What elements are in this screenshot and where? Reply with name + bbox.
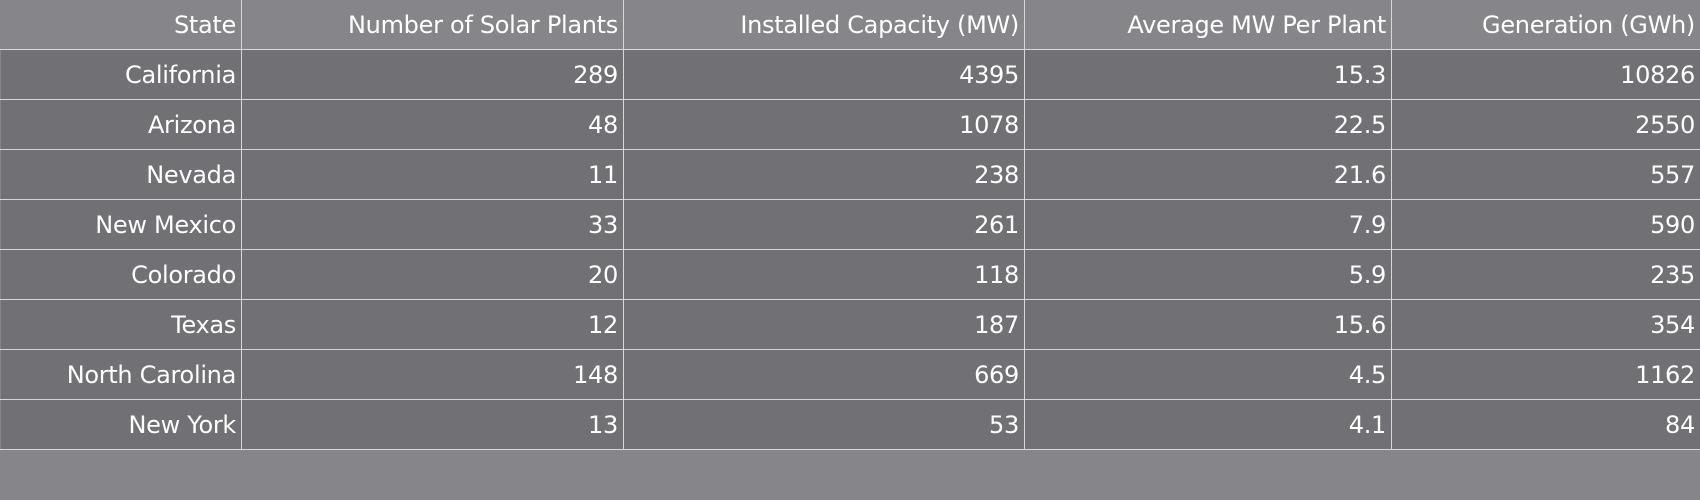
cell-installed-capacity: 187 — [623, 299, 1025, 350]
cell-state: Colorado — [0, 249, 242, 300]
cell-generation: 557 — [1391, 149, 1700, 200]
cell-installed-capacity: 261 — [623, 199, 1025, 250]
table-row: Nevada 11 238 21.6 557 — [0, 149, 1700, 200]
table-row: New Mexico 33 261 7.9 590 — [0, 199, 1700, 250]
cell-state: New York — [0, 399, 242, 450]
cell-generation: 84 — [1391, 399, 1700, 450]
cell-state: California — [0, 49, 242, 100]
header-cell-generation: Generation (GWh) — [1391, 0, 1700, 50]
header-cell-number-of-solar-plants: Number of Solar Plants — [241, 0, 624, 50]
cell-average-mw-per-plant: 15.3 — [1024, 49, 1392, 100]
cell-number-of-solar-plants: 11 — [241, 149, 624, 200]
cell-installed-capacity: 118 — [623, 249, 1025, 300]
table-row: Colorado 20 118 5.9 235 — [0, 249, 1700, 300]
table-row: North Carolina 148 669 4.5 1162 — [0, 349, 1700, 400]
cell-generation: 10826 — [1391, 49, 1700, 100]
cell-number-of-solar-plants: 289 — [241, 49, 624, 100]
cell-average-mw-per-plant: 4.5 — [1024, 349, 1392, 400]
cell-state: New Mexico — [0, 199, 242, 250]
cell-installed-capacity: 669 — [623, 349, 1025, 400]
cell-installed-capacity: 238 — [623, 149, 1025, 200]
solar-plants-table: State Number of Solar Plants Installed C… — [0, 0, 1700, 450]
cell-state: North Carolina — [0, 349, 242, 400]
cell-generation: 590 — [1391, 199, 1700, 250]
cell-number-of-solar-plants: 13 — [241, 399, 624, 450]
cell-number-of-solar-plants: 48 — [241, 99, 624, 150]
cell-generation: 235 — [1391, 249, 1700, 300]
cell-state: Arizona — [0, 99, 242, 150]
table-row: Texas 12 187 15.6 354 — [0, 299, 1700, 350]
cell-average-mw-per-plant: 5.9 — [1024, 249, 1392, 300]
cell-number-of-solar-plants: 12 — [241, 299, 624, 350]
cell-state: Nevada — [0, 149, 242, 200]
table-body: California 289 4395 15.3 10826 Arizona 48 1078 2… — [0, 49, 1700, 450]
cell-generation: 1162 — [1391, 349, 1700, 400]
cell-average-mw-per-plant: 7.9 — [1024, 199, 1392, 250]
cell-number-of-solar-plants: 20 — [241, 249, 624, 300]
cell-number-of-solar-plants: 148 — [241, 349, 624, 400]
cell-average-mw-per-plant: 15.6 — [1024, 299, 1392, 350]
cell-average-mw-per-plant: 4.1 — [1024, 399, 1392, 450]
cell-average-mw-per-plant: 21.6 — [1024, 149, 1392, 200]
cell-state: Texas — [0, 299, 242, 350]
header-row: State Number of Solar Plants Installed C… — [0, 0, 1700, 50]
table-row: California 289 4395 15.3 10826 — [0, 49, 1700, 100]
cell-number-of-solar-plants: 33 — [241, 199, 624, 250]
cell-installed-capacity: 53 — [623, 399, 1025, 450]
cell-installed-capacity: 4395 — [623, 49, 1025, 100]
header-cell-state: State — [0, 0, 242, 50]
cell-generation: 2550 — [1391, 99, 1700, 150]
table-row: New York 13 53 4.1 84 — [0, 399, 1700, 450]
header-cell-average-mw-per-plant: Average MW Per Plant — [1024, 0, 1392, 50]
cell-generation: 354 — [1391, 299, 1700, 350]
table-row: Arizona 48 1078 22.5 2550 — [0, 99, 1700, 150]
header-cell-installed-capacity: Installed Capacity (MW) — [623, 0, 1025, 50]
cell-installed-capacity: 1078 — [623, 99, 1025, 150]
cell-average-mw-per-plant: 22.5 — [1024, 99, 1392, 150]
